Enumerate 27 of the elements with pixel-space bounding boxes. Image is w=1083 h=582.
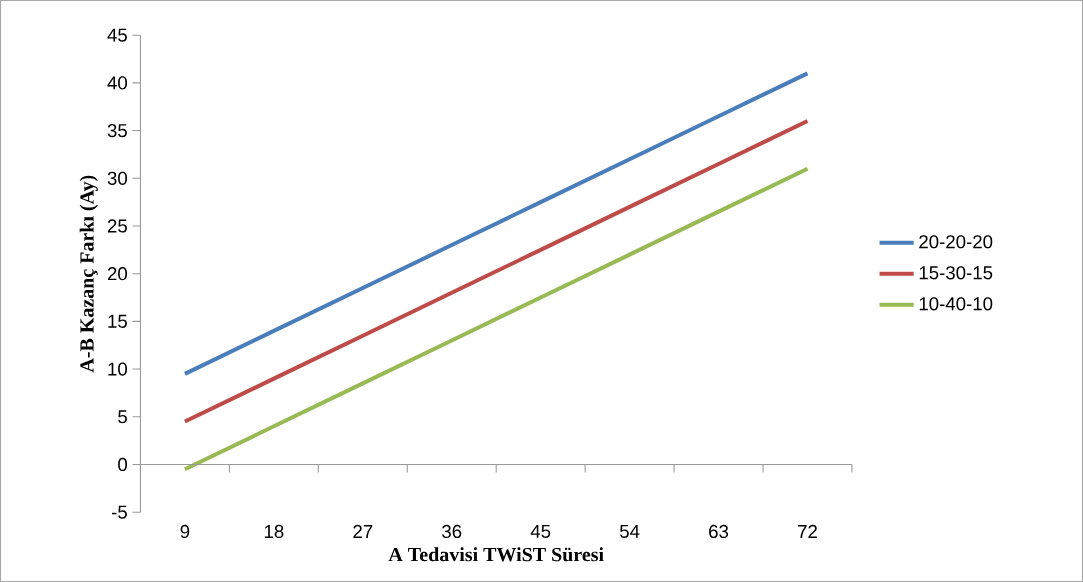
line-series xyxy=(182,119,810,424)
y-tick-label: -5 xyxy=(111,505,127,519)
x-tick-label: 54 xyxy=(619,524,640,538)
x-tick-label: 9 xyxy=(180,524,190,539)
x-tick-label: 27 xyxy=(353,524,373,538)
x-tick-label: 18 xyxy=(264,524,284,539)
y-tick-label: 15 xyxy=(108,314,127,328)
x-tick-label: 63 xyxy=(709,524,729,539)
y-tick-label: 35 xyxy=(107,123,127,138)
x-tick-label: 36 xyxy=(442,524,462,539)
y-tick-label: 25 xyxy=(107,219,127,233)
y-axis-title: A-B Kazanç Farkı (Ay) xyxy=(79,175,98,373)
y-tick-label: 10 xyxy=(108,362,128,376)
y-tick-label: 30 xyxy=(107,171,128,185)
legend-label: 15-30-15 xyxy=(919,266,993,280)
y-tick-label: 40 xyxy=(107,76,128,90)
y-tick-label: 5 xyxy=(118,410,127,424)
line-series xyxy=(182,71,810,376)
legend-label: 10-40-10 xyxy=(919,297,993,311)
x-tick-label: 72 xyxy=(798,524,817,538)
x-axis-title: A Tedavisi TWiST Süresi xyxy=(388,547,604,562)
x-tick-label: 45 xyxy=(530,524,551,538)
y-tick-label: 45 xyxy=(107,28,127,42)
y-tick-label: 20 xyxy=(107,267,128,281)
legend-label: 20-20-20 xyxy=(919,235,993,249)
y-tick-label: 0 xyxy=(118,457,128,472)
line-series xyxy=(182,166,810,472)
